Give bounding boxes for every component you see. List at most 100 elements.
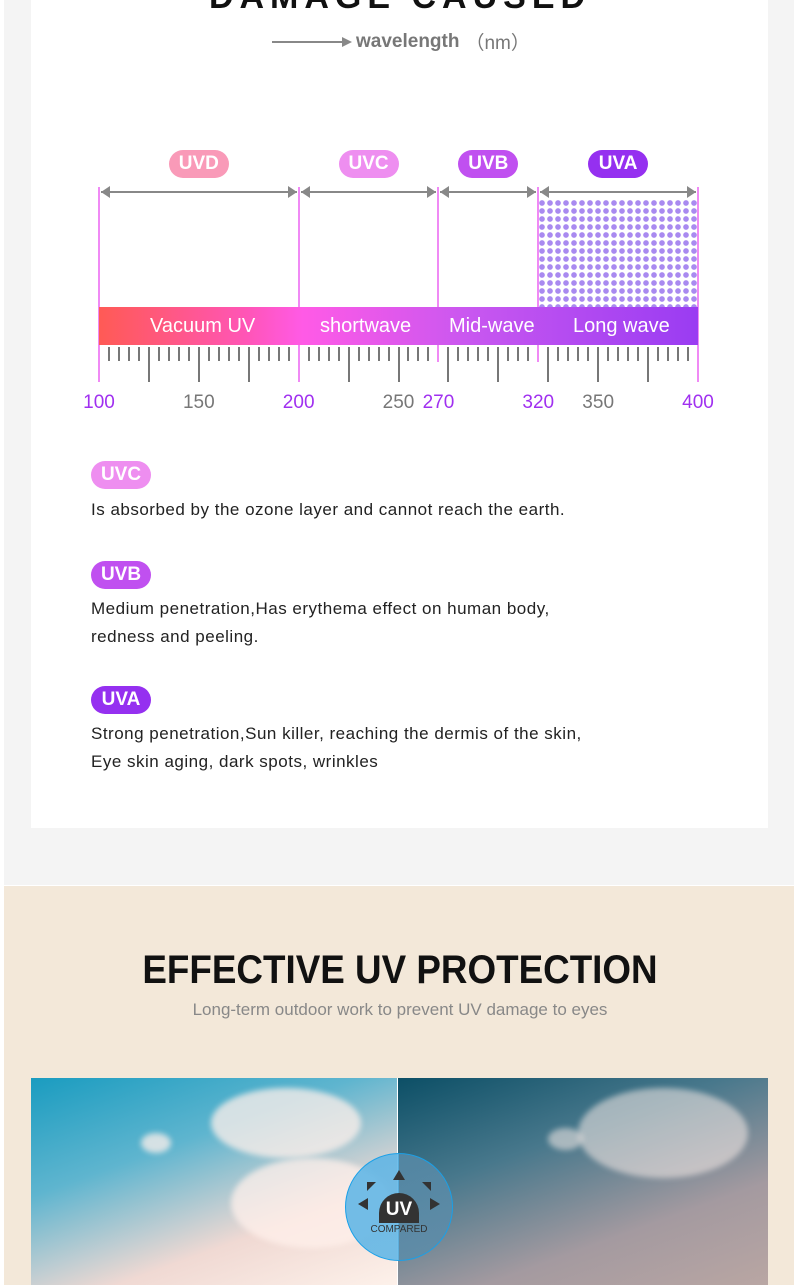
minor-tick (457, 347, 460, 361)
cloud (141, 1133, 171, 1153)
boundary-line (537, 187, 540, 362)
uv-chart-card (31, 0, 768, 828)
tick-label: 320 (522, 392, 555, 413)
minor-tick (267, 347, 270, 361)
minor-tick (327, 347, 330, 361)
minor-tick (667, 347, 670, 361)
axis-label: wavelength （nm） (272, 28, 530, 55)
minor-tick (617, 347, 620, 361)
uva-description: Strong penetration,Sun killer, reaching … (91, 720, 582, 776)
tick-label: 200 (282, 392, 315, 413)
uvb-tag: UVB (91, 561, 151, 589)
minor-tick (527, 347, 530, 361)
sun-ray-icon (358, 1198, 368, 1210)
tick-label: 400 (682, 392, 714, 413)
minor-tick (367, 347, 370, 361)
axis-label-unit: （nm） (465, 33, 530, 54)
minor-tick (237, 347, 240, 361)
major-tick (347, 347, 350, 382)
minor-tick (177, 347, 180, 361)
minor-tick (477, 347, 480, 361)
description-line: Is absorbed by the ozone layer and canno… (91, 500, 566, 519)
minor-tick (337, 347, 340, 361)
major-tick (247, 347, 250, 382)
uvb-description: Medium penetration,Has erythema effect o… (91, 595, 550, 651)
minor-tick (287, 347, 290, 361)
sun-ray-icon (393, 1170, 405, 1180)
minor-tick (137, 347, 140, 361)
cloud (211, 1088, 361, 1158)
major-tick (647, 347, 650, 382)
minor-tick (637, 347, 640, 361)
uv-compared-badge: UV COMPARED (345, 1153, 453, 1261)
uvd-range-arrow (101, 186, 297, 198)
uva-tag: UVA (91, 686, 151, 714)
boundary-line (697, 187, 699, 382)
minor-tick (227, 347, 230, 361)
uvc-range-label: UVC (338, 150, 399, 178)
boundary-line (437, 187, 440, 362)
description-line: Eye skin aging, dark spots, wrinkles (91, 752, 379, 771)
major-tick (597, 347, 600, 382)
cloud (578, 1088, 748, 1178)
description-line: redness and peeling. (91, 627, 259, 646)
axis-label-word: wavelength (356, 30, 460, 52)
major-tick (147, 347, 150, 382)
uvb-range-arrow (440, 186, 537, 198)
uvc-description: Is absorbed by the ozone layer and canno… (91, 496, 565, 524)
tick-label: 150 (182, 392, 215, 413)
minor-tick (507, 347, 510, 361)
sky-photo-with-protection (398, 1078, 768, 1285)
arrow-right-icon (272, 36, 352, 47)
major-tick (547, 347, 550, 382)
minor-tick (157, 347, 160, 361)
sky-photo-without-protection (31, 1078, 398, 1285)
protection-subtitle: Long-term outdoor work to prevent UV dam… (192, 1000, 608, 1019)
uva-range-arrow (540, 186, 696, 198)
minor-tick (577, 347, 580, 361)
uvc-tag: UVC (91, 461, 151, 489)
boundary-line (98, 187, 100, 382)
minor-tick (407, 347, 410, 361)
band-label-uvc: shortwave (320, 315, 412, 337)
minor-tick (627, 347, 630, 361)
minor-tick (317, 347, 320, 361)
tick-label: 350 (582, 392, 615, 413)
minor-tick (487, 347, 490, 361)
protection-title: EFFECTIVE UV PROTECTION (142, 948, 658, 992)
minor-tick (207, 347, 210, 361)
tick-label: 270 (422, 392, 455, 413)
band-label-uva: Long wave (573, 315, 670, 337)
major-tick (447, 347, 450, 382)
minor-tick (567, 347, 570, 361)
tick-label: 250 (382, 392, 415, 413)
minor-tick (517, 347, 520, 361)
minor-tick (307, 347, 310, 361)
minor-tick (127, 347, 130, 361)
minor-tick (467, 347, 470, 361)
description-line: Medium penetration,Has erythema effect o… (91, 599, 550, 618)
minor-tick (167, 347, 170, 361)
minor-tick (107, 347, 110, 361)
major-tick (397, 347, 400, 382)
sun-ray-icon (367, 1182, 376, 1191)
uvd-range-label: UVD (168, 150, 229, 178)
band-label-uvb: Mid-wave (449, 315, 535, 337)
description-line: Strong penetration,Sun killer, reaching … (91, 724, 582, 743)
uvb-range-label: UVB (458, 150, 519, 178)
minor-tick (427, 347, 430, 361)
major-tick (197, 347, 200, 382)
minor-tick (187, 347, 190, 361)
uva-range-label: UVA (588, 150, 649, 178)
section-title: DAMAGE CAUSED (0, 0, 800, 17)
minor-tick (387, 347, 390, 361)
spectrum-band (99, 307, 698, 345)
cloud (548, 1128, 583, 1150)
minor-tick (677, 347, 680, 361)
tick-label: 100 (83, 392, 115, 413)
major-tick (497, 347, 500, 382)
minor-tick (257, 347, 260, 361)
minor-tick (657, 347, 660, 361)
minor-tick (417, 347, 420, 361)
band-label-uvd: Vacuum UV (150, 315, 256, 337)
